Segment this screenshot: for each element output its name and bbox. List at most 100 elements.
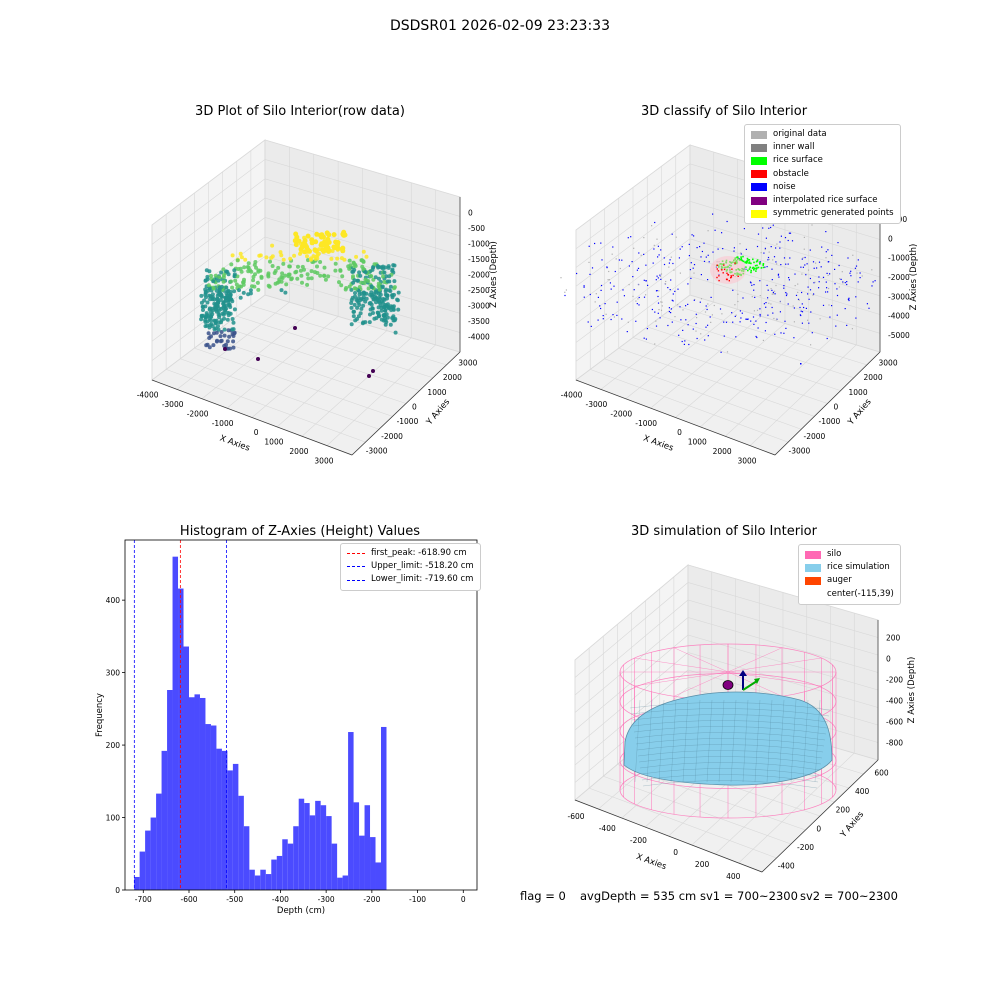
noise-point (680, 319, 682, 321)
data-point (207, 306, 212, 311)
noise-point (655, 325, 658, 327)
noise-point (816, 267, 818, 269)
noise-point (632, 276, 634, 278)
noise-point (731, 312, 733, 314)
noise-point (658, 309, 660, 311)
rice-mesh-line (790, 699, 797, 783)
rice-surface-point (748, 261, 751, 263)
histogram-bar (161, 750, 168, 890)
noise-point (654, 221, 656, 224)
noise-point (647, 284, 649, 286)
noise-point (590, 325, 592, 327)
noise-point (656, 275, 658, 277)
noise-point (602, 318, 604, 320)
rice-mesh-line (778, 699, 785, 783)
data-point (270, 264, 275, 268)
noise-point (608, 270, 610, 273)
data-point (321, 234, 326, 240)
noise-point (638, 296, 640, 299)
data-point (377, 264, 381, 269)
rice-mesh-line (637, 750, 823, 759)
noise-point (776, 263, 778, 265)
noise-point (700, 298, 703, 300)
data-point (379, 305, 384, 310)
noise-point (659, 317, 661, 319)
noise-point (801, 258, 803, 260)
obstacle-point (717, 270, 720, 272)
noise-point (560, 277, 562, 279)
obstacle-point (716, 264, 718, 266)
noise-point (678, 257, 680, 259)
noise-point (836, 294, 839, 297)
noise-point (868, 307, 870, 309)
noise-point (661, 305, 663, 307)
noise-point (621, 318, 623, 320)
plot-frame (124, 539, 478, 891)
noise-point (772, 312, 774, 314)
data-point (363, 277, 368, 282)
noise-point (587, 321, 589, 323)
data-point (339, 283, 344, 288)
noise-point (660, 309, 663, 311)
data-point (219, 330, 224, 334)
data-point (388, 284, 393, 289)
silo-roof-line (673, 647, 729, 673)
rice-mesh-line (642, 780, 818, 789)
rice-mesh-line (742, 699, 749, 783)
noise-point (844, 308, 846, 310)
data-point (231, 345, 236, 350)
noise-point (682, 329, 684, 331)
y-tick-label: -1000 (819, 417, 841, 426)
data-point (347, 258, 352, 263)
legend-item-symmetric: symmetric generated points (751, 207, 894, 220)
noise-point (799, 306, 801, 309)
obstacle-point (723, 268, 726, 271)
z-tick-label: -3500 (468, 317, 490, 326)
noise-point (791, 240, 794, 242)
noise-point (726, 220, 728, 223)
data-point (253, 260, 258, 264)
data-point (225, 339, 230, 344)
noise-point (655, 279, 657, 281)
z-axis-label: Z Axies (Depth) (909, 244, 919, 311)
noise-point (753, 289, 755, 291)
data-point (382, 313, 387, 317)
y-tick-label: -2000 (381, 432, 403, 441)
data-point (379, 317, 384, 322)
noise-point (693, 272, 695, 274)
rice-surface-point (740, 259, 743, 261)
noise-point (599, 305, 601, 307)
legend-label: original data (773, 129, 827, 139)
noise-point (621, 259, 623, 261)
silo-roof-line (727, 647, 783, 673)
noise-point (687, 303, 689, 305)
noise-point (703, 242, 705, 244)
data-point (377, 314, 382, 319)
noise-point (774, 333, 776, 335)
noise-point (751, 284, 753, 286)
data-point (216, 309, 221, 314)
data-point (305, 272, 310, 277)
histogram-bar (359, 835, 365, 890)
rice-surface-point (737, 257, 739, 259)
noise-point (856, 272, 858, 274)
noise-point (725, 321, 728, 323)
noise-point (814, 281, 816, 283)
noise-point (753, 284, 755, 286)
noise-point (658, 254, 660, 256)
x-tick-label: -4000 (137, 391, 159, 400)
data-point (388, 289, 393, 293)
histogram-bar (178, 588, 184, 890)
data-point (207, 293, 212, 298)
noise-point (788, 277, 790, 279)
noise-point (678, 334, 680, 336)
noise-point (681, 246, 683, 248)
data-point (286, 272, 291, 277)
y-tick-label: 2000 (864, 373, 883, 382)
noise-point (660, 249, 662, 251)
noise-point (699, 301, 701, 303)
x-tick-label: -2000 (610, 409, 632, 418)
rice-mesh-line (633, 726, 827, 735)
noise-point (615, 258, 617, 260)
noise-point (677, 304, 679, 306)
